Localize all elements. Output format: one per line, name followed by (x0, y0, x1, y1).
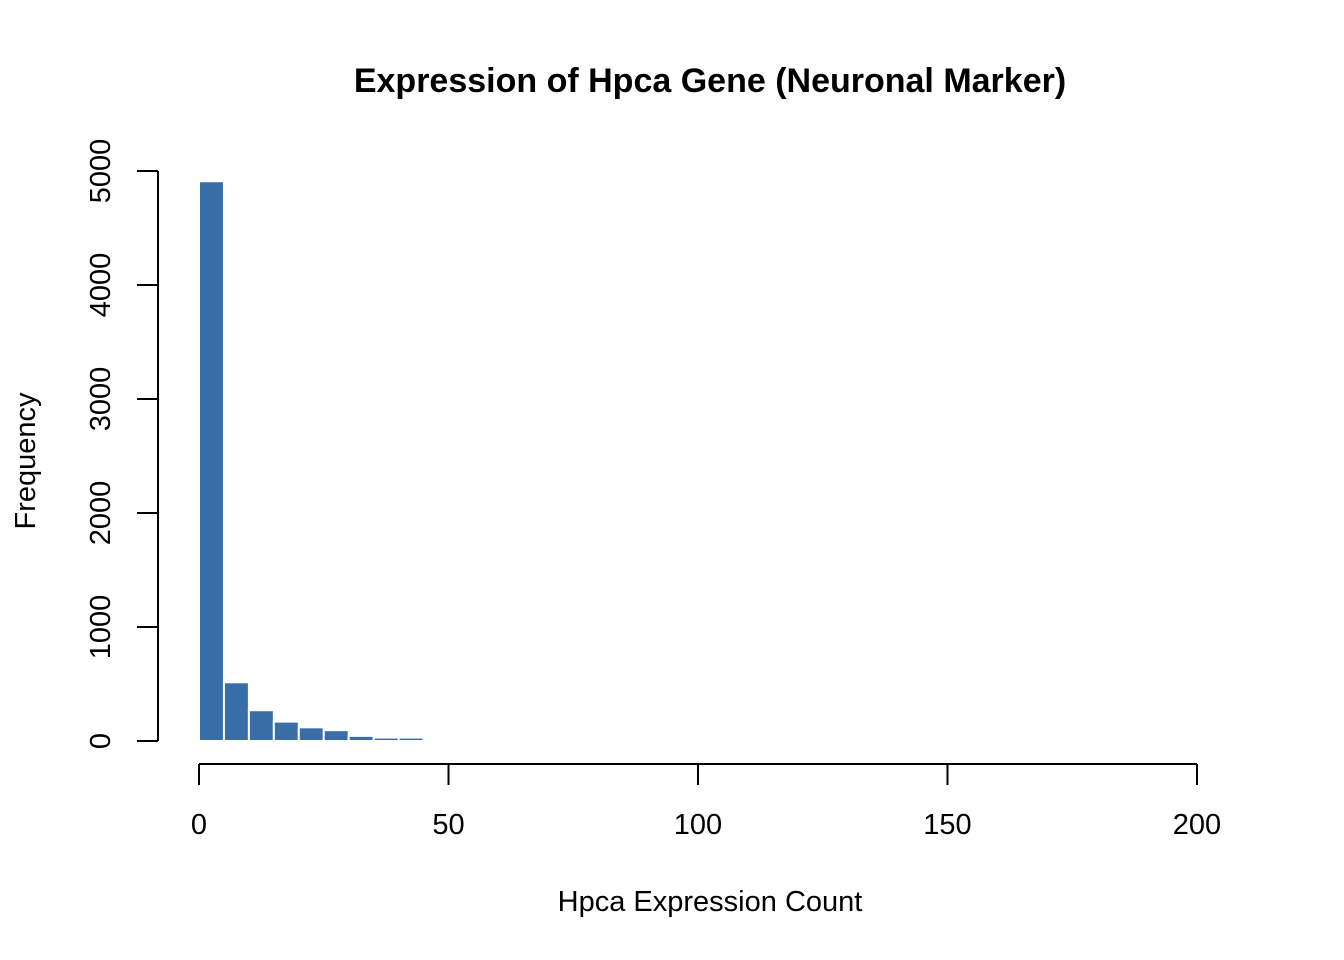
histogram-bar (397, 736, 425, 743)
y-tick-label: 2000 (85, 481, 117, 546)
y-tick-label: 1000 (85, 595, 117, 660)
y-axis-ticks: 0 1000 2000 3000 4000 5000 (85, 139, 158, 749)
histogram-bar (422, 738, 450, 742)
y-tick-label: 3000 (85, 367, 117, 432)
x-tick-label: 150 (923, 809, 971, 841)
histogram-bar (198, 180, 225, 742)
histogram-bars (198, 180, 475, 743)
histogram-bar (347, 734, 375, 742)
histogram-bar (297, 726, 325, 743)
x-axis-label: Hpca Expression Count (558, 886, 863, 918)
histogram-bar (372, 736, 400, 743)
x-tick-label: 200 (1173, 809, 1221, 841)
x-tick-label: 100 (674, 809, 722, 841)
histogram-bar (322, 729, 350, 742)
histogram-bar (447, 738, 475, 743)
y-tick-label: 4000 (85, 253, 117, 318)
y-axis-label: Frequency (10, 392, 42, 530)
x-axis-ticks: 0 50 100 150 200 (191, 764, 1221, 841)
x-tick-label: 0 (191, 809, 207, 841)
x-tick-label: 50 (432, 809, 464, 841)
histogram-bar (247, 709, 275, 742)
histogram-bar (272, 720, 300, 742)
chart-title: Expression of Hpca Gene (Neuronal Marker… (354, 62, 1066, 100)
y-tick-label: 5000 (85, 139, 117, 204)
histogram-bar (222, 681, 250, 742)
y-tick-label: 0 (85, 733, 117, 749)
